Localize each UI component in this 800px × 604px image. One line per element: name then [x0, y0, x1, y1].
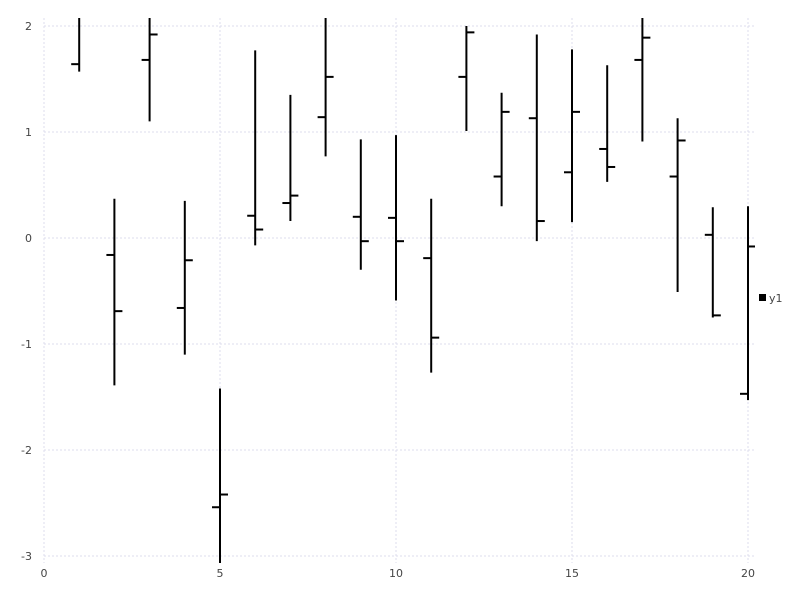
ohlc-bar: [458, 26, 475, 131]
y-tick-label: -3: [21, 550, 32, 563]
ohlc-bar: [141, 18, 158, 122]
x-tick-label: 15: [565, 567, 579, 580]
ohlc-bar: [388, 135, 404, 301]
y-tick-label: 1: [25, 126, 32, 139]
ohlc-bar: [423, 198, 440, 373]
x-tick-label: 20: [741, 567, 755, 580]
legend-swatch: [759, 294, 766, 301]
ohlc-bar: [176, 200, 193, 355]
ohlc-bar: [669, 118, 686, 293]
x-tick-label: 0: [41, 567, 48, 580]
y-tick-label: 0: [25, 232, 32, 245]
x-tick-label: 10: [389, 567, 403, 580]
ohlc-bar: [247, 50, 264, 246]
ohlc-bar: [740, 206, 755, 401]
legend-label: y1: [769, 292, 783, 305]
x-tick-label: 5: [217, 567, 224, 580]
tick-labels: 0 5 10 15 20 -3 -2 -1 0 1 2: [21, 20, 755, 580]
ohlc-bar: [528, 34, 545, 242]
ohlc-bar: [634, 18, 651, 142]
ohlc-bar: [317, 18, 334, 157]
y-tick-label: -1: [21, 338, 32, 351]
ohlc-bar: [493, 92, 510, 207]
ohlc-bar: [599, 65, 616, 182]
ohlc-bar: [704, 207, 721, 318]
ohlc-bar: [106, 198, 123, 386]
ohlc-bar: [212, 388, 228, 563]
ohlc-bar: [282, 94, 299, 222]
y-tick-label: -2: [21, 444, 32, 457]
ohlc-bars: [71, 18, 755, 563]
grid: [43, 18, 755, 563]
ohlc-bar: [564, 49, 580, 223]
y-tick-label: 2: [25, 20, 32, 33]
ohlc-bar: [352, 139, 369, 270]
ohlc-bar: [71, 18, 81, 72]
legend: y1: [759, 292, 783, 305]
